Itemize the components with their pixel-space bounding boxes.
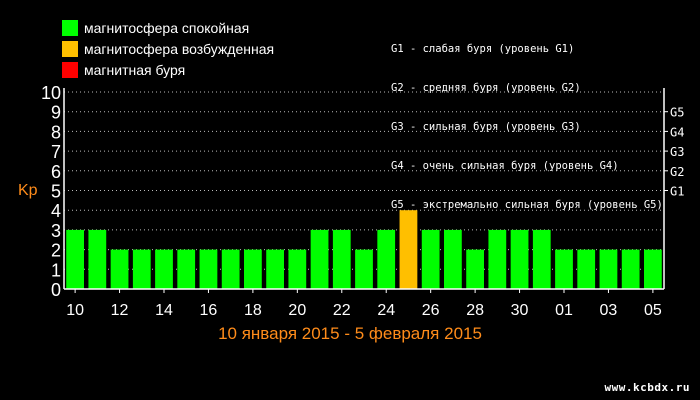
- right-tick-labels: G1 G2 G3 G4 G5: [670, 106, 684, 199]
- bar-20: [288, 249, 307, 289]
- storm-level-legend: G1 - слабая буря (уровень G1) G2 - средн…: [391, 17, 663, 225]
- chart-title: 10 января 2015 - 5 февраля 2015: [218, 324, 482, 343]
- x-tick-label-05: 05: [644, 302, 662, 319]
- bar-23: [355, 249, 373, 289]
- legend-item-active: магнитосфера возбужденная: [62, 38, 274, 59]
- bar-05: [644, 249, 662, 289]
- y-tick-label-7: 7: [51, 142, 61, 162]
- x-tick-labels: 10 12 14 16 18 20 22 24 26 28 30 01 03 05: [66, 302, 662, 319]
- bar-14: [155, 249, 173, 289]
- right-tick-label-G4: G4: [670, 125, 684, 139]
- bar-17: [221, 249, 240, 289]
- right-tick-label-G3: G3: [670, 145, 684, 159]
- legend-label-storm: магнитная буря: [84, 61, 186, 78]
- bar-19: [266, 249, 284, 289]
- legend-swatch-active: [62, 40, 78, 57]
- axes: [63, 88, 668, 293]
- storm-level-g4: G4 - очень сильная буря (уровень G4): [391, 160, 619, 172]
- legend-item-storm: магнитная буря: [62, 59, 274, 80]
- bar-28: [466, 249, 484, 289]
- site-watermark: www.kcbdx.ru: [604, 381, 690, 394]
- y-tick-label-5: 5: [51, 182, 61, 202]
- bar-13: [132, 249, 151, 289]
- legend-label-active: магнитосфера возбужденная: [84, 40, 275, 57]
- bar-02: [577, 249, 596, 289]
- bar-29: [488, 229, 507, 289]
- x-tick-label-24: 24: [377, 302, 395, 319]
- bar-04: [621, 249, 640, 289]
- storm-level-g5: G5 - экстремально сильная буря (уровень …: [391, 199, 663, 211]
- right-tick-label-G2: G2: [670, 165, 684, 179]
- bar-24: [377, 229, 396, 289]
- legend-swatch-quiet: [62, 19, 78, 36]
- y-tick-label-3: 3: [51, 221, 61, 241]
- x-tick-label-26: 26: [422, 302, 440, 319]
- legend-item-quiet: магнитосфера спокойная: [62, 17, 274, 38]
- bar-27: [444, 229, 462, 289]
- bar-21: [310, 229, 329, 289]
- bar-16: [199, 249, 218, 289]
- x-tick-label-16: 16: [200, 302, 218, 319]
- bar-03: [599, 249, 618, 289]
- storm-level-g2: G2 - средняя буря (уровень G2): [391, 82, 581, 94]
- legend-label-quiet: магнитосфера спокойная: [84, 19, 250, 36]
- bar-26: [421, 229, 440, 289]
- bar-25: [399, 210, 418, 289]
- x-tick-label-20: 20: [288, 302, 306, 319]
- bar-15: [177, 249, 196, 289]
- x-tick-label-03: 03: [600, 302, 618, 319]
- y-tick-label-1: 1: [51, 260, 61, 280]
- bars: [66, 210, 662, 289]
- y-tick-label-10: 10: [41, 83, 61, 103]
- y-tick-label-8: 8: [51, 122, 61, 142]
- y-tick-label-6: 6: [51, 162, 61, 182]
- bar-31: [532, 229, 551, 289]
- storm-level-g1: G1 - слабая буря (уровень G1): [391, 43, 575, 55]
- bar-18: [244, 249, 262, 289]
- y-axis-label: Kp: [18, 182, 38, 199]
- x-tick-label-22: 22: [333, 302, 351, 319]
- bar-22: [332, 229, 351, 289]
- x-tick-label-18: 18: [244, 302, 262, 319]
- x-tick-label-28: 28: [466, 302, 484, 319]
- x-tick-label-10: 10: [66, 302, 84, 319]
- y-tick-label-4: 4: [51, 201, 61, 221]
- legend-swatch-storm: [62, 61, 78, 78]
- storm-level-g3: G3 - сильная буря (уровень G3): [391, 121, 581, 133]
- bar-10: [66, 229, 84, 289]
- x-tick-label-12: 12: [111, 302, 129, 319]
- x-tick-label-01: 01: [555, 302, 573, 319]
- x-tick-label-14: 14: [155, 302, 173, 319]
- legend: магнитосфера спокойная магнитосфера возб…: [62, 17, 274, 80]
- bar-30: [510, 229, 529, 289]
- bar-11: [88, 229, 107, 289]
- bar-01: [555, 249, 573, 289]
- y-tick-label-0: 0: [51, 280, 61, 300]
- bar-12: [110, 249, 129, 289]
- y-tick-label-9: 9: [51, 103, 61, 123]
- right-tick-label-G1: G1: [670, 185, 684, 199]
- x-tick-label-30: 30: [511, 302, 529, 319]
- y-tick-label-2: 2: [51, 241, 61, 261]
- right-tick-label-G5: G5: [670, 106, 684, 120]
